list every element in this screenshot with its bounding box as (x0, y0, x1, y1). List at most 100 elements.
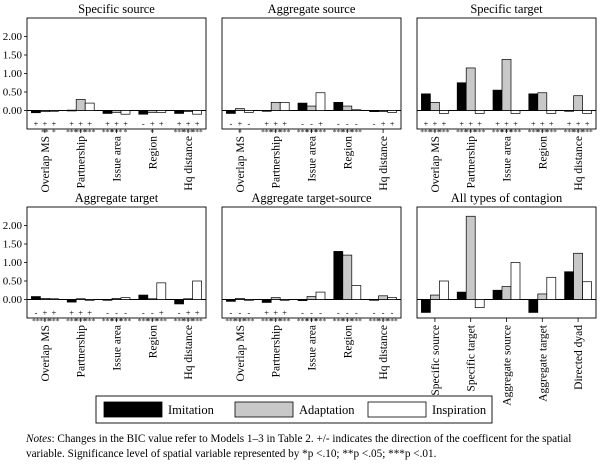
bar-inspiration (351, 285, 362, 300)
x-tick-label: Region (342, 325, 354, 358)
bar-inspiration (474, 299, 485, 308)
sign-marker: - (238, 308, 241, 318)
sign-marker: + (87, 308, 92, 318)
panel-frame (416, 206, 597, 319)
sign-marker: - (247, 308, 250, 318)
significance-marker: *** (297, 317, 309, 326)
x-tick-label: Overlap MS (40, 325, 52, 382)
significance-marker: *** (270, 317, 282, 326)
sign-marker: + (459, 119, 464, 129)
sign-marker: + (69, 119, 74, 129)
significance-marker: *** (66, 317, 78, 326)
significance-marker: *** (351, 317, 363, 326)
sign-marker: - (337, 308, 340, 318)
sign-marker: - (337, 119, 340, 129)
significance-marker: *** (279, 128, 291, 137)
legend-swatch-adaptation (234, 401, 294, 418)
bar-adaptation (147, 110, 158, 113)
bar-inspiration (279, 299, 290, 301)
sign-marker: + (576, 119, 581, 129)
y-tick-label: 2.00 (3, 31, 23, 43)
significance-marker: *** (147, 317, 159, 326)
sign-marker: + (123, 119, 128, 129)
sign-marker: + (87, 119, 92, 129)
x-tick-label: Issue area (307, 325, 319, 371)
y-tick-label: 1.50 (3, 239, 23, 251)
bar-adaptation (235, 298, 245, 300)
notes: Notes: Changes in the BIC value refer to… (26, 432, 586, 462)
bar-inspiration (387, 297, 397, 300)
sign-marker: + (195, 308, 200, 318)
bar-imitation (226, 299, 236, 302)
bar-inspiration (84, 102, 95, 111)
significance-marker: *** (66, 128, 78, 137)
bar-adaptation (40, 298, 50, 300)
sign-marker: + (381, 119, 386, 129)
y-tick-label: 0.00 (3, 294, 23, 306)
significance-marker: *** (528, 128, 540, 137)
significance-marker: *** (306, 317, 318, 326)
legend-label: Adaptation (299, 403, 355, 417)
significance-marker: *** (261, 128, 273, 137)
sign-marker: + (186, 119, 191, 129)
x-tick-label: Issue area (307, 136, 319, 182)
bar-inspiration (156, 282, 167, 300)
sign-marker: + (264, 308, 269, 318)
significance-marker: *** (75, 317, 87, 326)
sign-marker: + (264, 119, 269, 129)
sign-marker: + (69, 308, 74, 318)
bar-adaptation (430, 294, 440, 300)
panel-frame (221, 206, 402, 319)
bar-adaptation (501, 286, 512, 300)
x-tick-label: Partnership (76, 325, 88, 378)
bar-imitation (261, 299, 272, 303)
significance-marker: *** (102, 317, 114, 326)
sign-marker: + (567, 119, 572, 129)
bar-inspiration (156, 110, 167, 113)
sign-marker: + (513, 119, 518, 129)
significance-marker: *** (191, 317, 203, 326)
significance-marker: *** (156, 317, 168, 326)
sign-marker: + (114, 119, 119, 129)
bar-imitation (31, 296, 41, 300)
significance-marker: * (124, 128, 128, 137)
bar-adaptation (537, 92, 548, 111)
significance-marker: *** (456, 128, 468, 137)
sign-marker: + (238, 119, 243, 129)
significance-marker: *** (182, 317, 194, 326)
significance-marker: *** (182, 128, 194, 137)
sign-marker: + (273, 119, 278, 129)
sign-marker: - (115, 308, 118, 318)
bar-imitation (138, 110, 149, 115)
significance-marker: *** (501, 128, 513, 137)
x-tick-label: Hq distance (378, 325, 390, 380)
legend-label: Imitation (168, 403, 215, 417)
sign-marker: - (310, 119, 313, 129)
x-tick-label: Directed dyad (573, 325, 585, 390)
bar-adaptation (465, 215, 476, 300)
significance-marker: *** (297, 128, 309, 137)
bar-inspiration (510, 110, 521, 114)
sign-marker: + (531, 119, 536, 129)
significance-marker: *** (351, 128, 363, 137)
significance-marker: *** (342, 128, 354, 137)
bar-imitation (369, 299, 379, 301)
sign-marker: + (468, 119, 473, 129)
y-tick-label: 1.50 (3, 50, 23, 62)
bar-adaptation (342, 254, 353, 300)
bar-inspiration (474, 110, 485, 114)
bar-adaptation (378, 110, 388, 112)
significance-marker: *** (191, 128, 203, 137)
significance-marker: *** (111, 317, 123, 326)
bar-inspiration (244, 110, 254, 113)
bar-imitation (31, 110, 41, 114)
significance-marker: * (238, 128, 242, 137)
bar-imitation (297, 102, 308, 111)
bar-imitation (138, 294, 149, 300)
bar-imitation (226, 110, 236, 114)
bar-imitation (528, 299, 539, 313)
sign-marker: + (177, 119, 182, 129)
sign-marker: + (540, 119, 545, 129)
bar-inspiration (546, 276, 557, 300)
